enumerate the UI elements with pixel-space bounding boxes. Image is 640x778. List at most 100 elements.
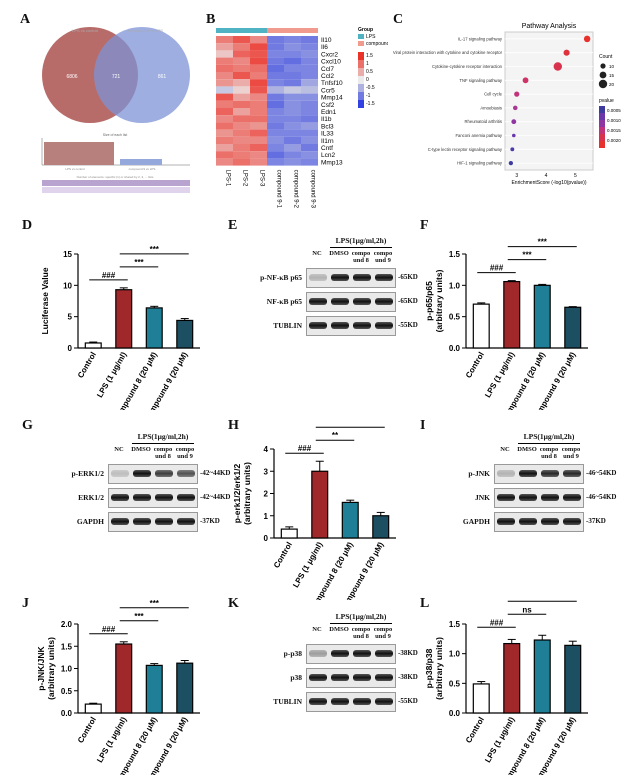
- chart-bar: [311, 470, 329, 539]
- blot-strip: [306, 316, 396, 336]
- blot-kd-label: -38KD: [398, 673, 418, 681]
- chart-sig-label: ***: [522, 251, 532, 260]
- heatmap-cell: [284, 144, 301, 152]
- blot-row-label: p-ERK1/2: [71, 469, 104, 478]
- chart-ytick-label: 0: [264, 534, 269, 543]
- pathway-term-label: IL-17 signaling pathway: [458, 36, 503, 41]
- venn-bar-left-label: LPS vs control: [65, 167, 85, 171]
- pathway-dot: [512, 133, 516, 138]
- heatmap-gene-label: Cntf: [321, 145, 333, 152]
- blot-lane-label: NC: [114, 446, 124, 453]
- heatmap-cell: [301, 79, 318, 87]
- blot-band: [155, 470, 173, 477]
- blot-lane-label: DMSO: [517, 446, 537, 453]
- chart-bar: [341, 501, 359, 539]
- heatmap-gene-label: Lcn2: [321, 152, 335, 159]
- pathway-xtick: 4: [545, 173, 548, 179]
- blot-strip: [108, 488, 198, 508]
- blot-band: [497, 518, 515, 525]
- blot-row-label: GAPDH: [76, 517, 104, 526]
- pathway-pvalue-swatch: [599, 120, 605, 127]
- heatmap-scale-tick: 0.5: [366, 69, 373, 75]
- blot-lane-label: NC: [312, 626, 322, 633]
- heatmap-cell: [233, 86, 250, 94]
- pathway-svg: Pathway Analysis IL-17 signaling pathway V…: [393, 23, 621, 186]
- chart-sig-label: ns: [522, 605, 532, 614]
- heatmap-cell: [284, 72, 301, 80]
- pathway-pvalue-swatch: [599, 141, 605, 148]
- heatmap-cell: [301, 100, 318, 108]
- blot-kd-label: -55KD: [398, 697, 418, 705]
- blot-band: [309, 298, 327, 305]
- heatmap-cell: [216, 43, 233, 51]
- blot-band: [309, 274, 327, 281]
- chart-bar: [176, 662, 194, 714]
- heatmap-svg: Il10Il6Cxcr2Cxcl10Ccl7Ccl2Tnfsf10Ccr5Mmp…: [216, 27, 394, 209]
- blot-strip: [306, 292, 396, 312]
- blot-i: LPS(1μg/ml,2h) NC DMSO compo und 8 compo und…: [416, 432, 616, 562]
- heatmap-cell: [216, 64, 233, 72]
- blot-header-line: [518, 443, 580, 444]
- venn-overlap-count: 721: [112, 74, 121, 80]
- heatmap-cell: [284, 129, 301, 137]
- pathway-panel: Pathway Analysis IL-17 signaling pathway V…: [393, 18, 633, 198]
- panel-letter-d: D: [22, 218, 33, 233]
- pathway-count-title: Count: [599, 54, 613, 60]
- chart-ytick-label: 0.5: [449, 313, 461, 322]
- heatmap-gene-label: Tnfsf10: [321, 80, 343, 87]
- heatmap-sample-label: compound 9-1: [276, 170, 282, 209]
- chart-xtick-label: Control: [272, 541, 294, 570]
- blot-header-line: [330, 623, 392, 624]
- heatmap-cell: [284, 57, 301, 65]
- venn-svg: LPS vs control compound 9 vs LPS 6806 72…: [41, 27, 190, 193]
- chart-ytick-label: 0.0: [449, 709, 461, 718]
- blot-band: [541, 518, 559, 525]
- heatmap-cell: [216, 86, 233, 94]
- heatmap-cell: [250, 158, 267, 166]
- pathway-count-dot: [600, 63, 606, 69]
- venn-bar-right-label: compound 9 vs LPS: [129, 167, 156, 171]
- blot-band: [375, 322, 393, 329]
- panel-letter-c: C: [393, 12, 404, 27]
- heatmap-cell: [284, 158, 301, 166]
- chart-ytick-label: 1.0: [61, 665, 73, 674]
- heatmap-cell: [216, 151, 233, 159]
- heatmap-cell: [216, 72, 233, 80]
- chart-ytick-label: 2: [264, 490, 269, 499]
- blot-band: [331, 298, 349, 305]
- heatmap-scale-tick: -0.5: [366, 85, 375, 91]
- panel-letter-b: B: [206, 12, 216, 27]
- pathway-term-label: Amoebiasis: [480, 105, 502, 110]
- blot-band: [375, 698, 393, 705]
- heatmap-cell: [301, 158, 318, 166]
- chart-bar: [503, 642, 521, 714]
- blot-kd-label: -55KD: [398, 321, 418, 329]
- blot-band: [177, 470, 195, 477]
- heatmap-cell: [250, 144, 267, 152]
- heatmap-cell: [233, 50, 250, 58]
- chart-bar: [84, 703, 102, 714]
- blot-band: [497, 494, 515, 501]
- blot-band: [353, 698, 371, 705]
- blot-lps-header: LPS(1μg/ml,2h): [335, 612, 387, 621]
- heatmap-cell: [301, 72, 318, 80]
- heatmap-cell: [233, 36, 250, 44]
- heatmap-cell: [284, 108, 301, 116]
- blot-lane-label: NC: [312, 250, 322, 257]
- chart-j: 0.0 0.5 1.0 1.5 2.0 p-JNK/JNK(arbitrary units…: [36, 600, 200, 775]
- heatmap-gene-label: Mmp13: [321, 159, 343, 166]
- heatmap-cell: [233, 129, 250, 137]
- chart-bar: [472, 303, 490, 349]
- heatmap-group-cell: [284, 28, 301, 33]
- chart-f: 0.0 0.5 1.0 1.5 p-p65/p65(arbitrary units) Co…: [424, 238, 588, 410]
- pathway-pvalue-tick: 0.0010: [607, 118, 621, 123]
- venn-bar-left: [44, 142, 114, 165]
- pathway-term-label: TNF signaling pathway: [459, 78, 502, 83]
- pathway-dot: [563, 49, 570, 56]
- heatmap-cell: [301, 108, 318, 116]
- chart-bar: [372, 515, 390, 539]
- heatmap-cell: [284, 136, 301, 144]
- blot-strip: [108, 512, 198, 532]
- heatmap-cell: [233, 64, 250, 72]
- chart-ylabel: Luciferase Value: [40, 267, 50, 334]
